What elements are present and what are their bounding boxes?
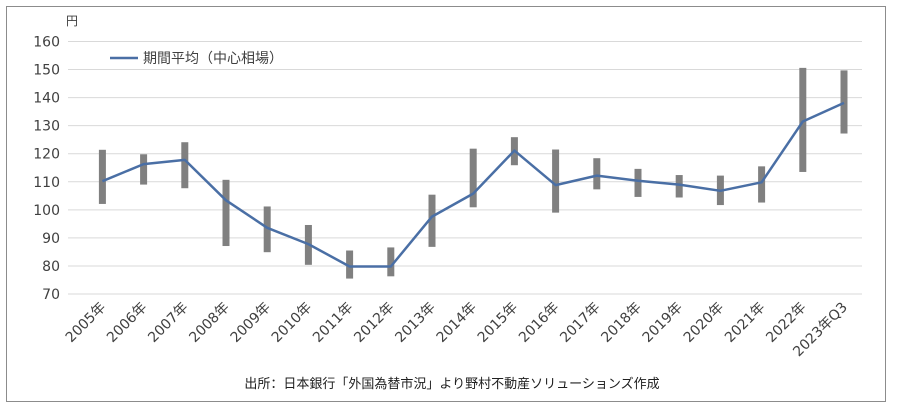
legend: 期間平均（中心相場）: [110, 51, 283, 67]
y-tick-label: 80: [42, 259, 60, 275]
range-bar: [799, 67, 807, 172]
range-bar: [552, 149, 560, 213]
range-bars: [98, 67, 848, 279]
x-tick-label: 2008年: [186, 300, 232, 346]
x-tick-label: 2014年: [434, 300, 480, 346]
x-tick-label: 2013年: [392, 300, 438, 346]
y-tick-label: 140: [33, 91, 60, 107]
x-tick-label: 2017年: [557, 300, 603, 346]
x-tick-label: 2009年: [228, 300, 274, 346]
gridlines: [68, 41, 862, 295]
range-bar: [840, 70, 848, 134]
range-bar: [346, 250, 354, 279]
x-tick-label: 2015年: [475, 300, 521, 346]
x-axis-ticks: 2005年2006年2007年2008年2009年2010年2011年2012年…: [63, 300, 851, 361]
x-tick-label: 2007年: [145, 300, 191, 346]
range-bar: [593, 158, 601, 190]
y-tick-label: 150: [33, 63, 60, 79]
y-tick-label: 110: [33, 175, 60, 191]
y-unit-label: 円: [66, 14, 78, 28]
source-caption: 出所：日本銀行「外国為替市況」より野村不動産ソリューションズ作成: [244, 376, 659, 392]
x-tick-label: 2020年: [681, 300, 727, 346]
range-bar: [675, 175, 683, 198]
x-tick-label: 2012年: [351, 300, 397, 346]
y-tick-label: 90: [42, 231, 60, 247]
range-bar: [263, 206, 271, 253]
range-bar: [387, 247, 395, 277]
x-tick-label: 2006年: [104, 300, 150, 346]
range-bar: [98, 149, 106, 204]
range-bar: [140, 154, 148, 185]
series-line: [101, 101, 845, 268]
x-tick-label: 2018年: [598, 300, 644, 346]
y-tick-label: 160: [33, 35, 60, 51]
range-bar: [181, 142, 189, 189]
y-tick-label: 100: [33, 203, 60, 219]
x-tick-label: 2010年: [269, 300, 315, 346]
chart-frame: [6, 6, 886, 402]
y-tick-label: 130: [33, 119, 60, 135]
range-bar: [758, 166, 766, 203]
y-axis-ticks: 70 80 90 100 110 120 130 140 150 160: [33, 35, 60, 304]
x-tick-label: 2005年: [63, 300, 109, 346]
range-bar: [469, 148, 477, 208]
x-tick-label: 2021年: [722, 300, 768, 346]
range-bar: [222, 179, 230, 247]
range-bar: [428, 194, 436, 247]
y-tick-label: 70: [42, 287, 60, 303]
x-tick-label: 2019年: [640, 300, 686, 346]
y-tick-label: 120: [33, 147, 60, 163]
legend-label: 期間平均（中心相場）: [143, 51, 283, 67]
x-tick-label: 2016年: [516, 300, 562, 346]
x-tick-label: 2011年: [310, 300, 356, 346]
range-bar: [634, 168, 642, 197]
